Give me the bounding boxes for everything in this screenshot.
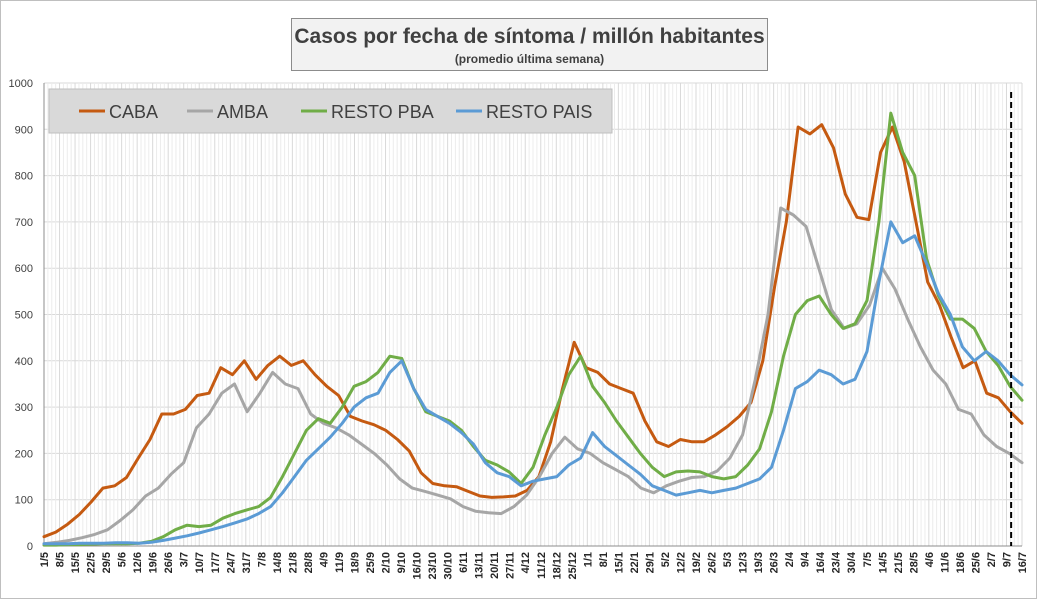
x-tick-label: 2/7 [986,552,998,567]
x-tick-label: 6/11 [458,552,470,573]
x-tick-label: 21/8 [287,552,299,573]
x-tick-label: 16/4 [815,551,827,573]
x-tick-label: 15/1 [613,552,625,573]
y-tick-label: 200 [15,448,33,460]
x-tick-label: 12/6 [132,552,144,573]
x-tick-label: 21/5 [893,552,905,573]
x-tick-label: 11/9 [334,552,346,573]
x-tick-label: 30/10 [443,552,455,580]
x-tick-label: 25/12 [567,552,579,580]
x-tick-label: 1/5 [39,552,51,567]
x-tick-label: 19/2 [691,552,703,573]
x-tick-label: 18/9 [349,552,361,573]
chart-title: Casos por fecha de síntoma / millón habi… [294,25,765,48]
x-tick-label: 20/11 [489,552,501,579]
y-tick-label: 500 [15,310,33,322]
x-tick-label: 9/10 [396,552,408,573]
x-tick-label: 26/6 [163,552,175,573]
x-tick-label: 5/2 [660,552,672,567]
x-tick-label: 30/4 [846,551,858,573]
x-tick-label: 25/6 [970,552,982,573]
x-tick-label: 17/7 [210,552,222,573]
x-tick-label: 5/6 [117,552,129,567]
gridlines [43,82,1023,546]
x-tick-label: 4/6 [924,552,936,567]
legend: CABA AMBA RESTO PBA RESTO PAIS [48,88,613,134]
x-tick-label: 19/3 [753,552,765,573]
x-tick-label: 9/4 [800,551,812,567]
x-tick-label: 11/12 [536,552,548,579]
y-tick-label: 0 [27,541,33,553]
x-tick-label: 8/5 [55,552,67,567]
x-tick-label: 15/5 [70,552,82,573]
x-tick-label: 31/7 [241,552,253,573]
legend-label: RESTO PAIS [486,102,592,122]
x-tick-label: 13/11 [474,552,486,579]
x-tick-label: 14/5 [877,552,889,573]
chart-subtitle: (promedio última semana) [454,52,605,66]
series-line-resto-pais [42,220,1024,546]
x-tick-label: 1/1 [582,552,594,567]
x-tick-label: 22/5 [86,552,98,573]
x-tick-label: 4/9 [318,552,330,567]
legend-label: AMBA [217,102,268,122]
x-tick-label: 26/3 [769,552,781,573]
x-tick-label: 23/4 [831,551,843,573]
chart-title-box: Casos por fecha de síntoma / millón habi… [291,18,768,71]
legend-label: CABA [109,102,158,122]
x-tick-label: 28/5 [908,552,920,573]
x-tick-label: 2/10 [381,552,393,573]
x-tick-label: 24/7 [225,552,237,573]
legend-label: RESTO PBA [331,102,434,122]
x-tick-label: 14/8 [272,552,284,573]
x-tick-label: 26/2 [707,552,719,573]
y-tick-label: 900 [15,124,33,136]
x-tick-label: 23/10 [427,552,439,580]
series-line-resto-pba [42,111,1024,547]
x-tick-label: 16/10 [412,552,424,580]
x-tick-label: 3/7 [179,552,191,567]
y-tick-label: 100 [15,495,33,507]
y-tick-label: 1000 [9,78,33,90]
y-tick-label: 300 [15,402,33,414]
x-tick-label: 25/9 [365,552,377,573]
x-tick-label: 2/4 [784,551,796,567]
x-tick-label: 7/5 [862,552,874,567]
x-tick-label: 19/6 [148,552,160,573]
x-tick-label: 18/6 [955,552,967,573]
series-lines [42,111,1024,547]
x-tick-label: 5/3 [722,552,734,567]
x-tick-label: 7/8 [256,552,268,567]
y-tick-label: 800 [15,171,33,183]
x-tick-label: 27/11 [505,552,517,579]
series-line-amba [42,206,1024,546]
x-tick-label: 29/5 [101,552,113,573]
x-tick-label: 11/6 [939,552,951,573]
x-tick-label: 29/1 [644,552,656,573]
y-tick-label: 400 [15,356,33,368]
x-tick-label: 8/1 [598,552,610,567]
y-tick-label: 700 [15,217,33,229]
x-tick-label: 28/8 [303,552,315,573]
x-tick-label: 22/1 [629,552,641,573]
x-tick-label: 12/3 [738,552,750,573]
x-tick-label: 9/7 [1001,552,1013,567]
x-tick-label: 10/7 [194,552,206,573]
x-tick-label: 18/12 [551,552,563,580]
x-tick-label: 12/2 [675,552,687,573]
x-tick-label: 4/12 [520,552,532,573]
x-tick-label: 16/7 [1017,552,1029,573]
legend-box [48,88,613,134]
y-tick-label: 600 [15,263,33,275]
